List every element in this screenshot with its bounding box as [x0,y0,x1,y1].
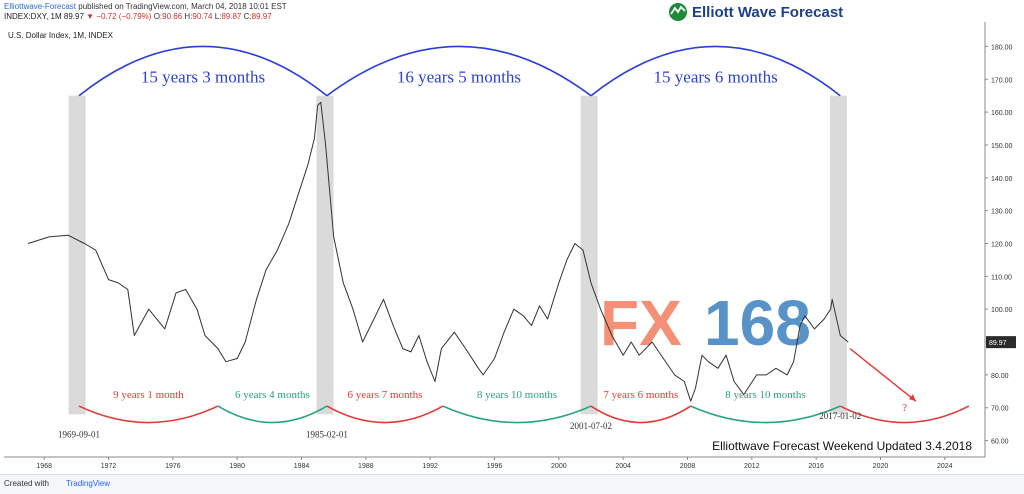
created-with-label: Created with [4,479,49,488]
close-value: 89.97 [251,12,272,21]
x-tick-label-12: 2012 [744,463,760,470]
x-tick-label-13: 2016 [808,463,824,470]
cycle-arc-bottom-5 [590,405,692,424]
close-label: C: [243,12,252,21]
x-tick-label-14: 2020 [873,463,889,470]
projection-arrowhead [908,394,916,402]
x-tick-label-15: 2024 [937,463,953,470]
date-label-3: 2001-07-02 [570,421,612,431]
dxy-price-line [27,101,849,402]
x-tick-label-7: 1992 [422,463,438,470]
x-tick-label-10: 2004 [615,463,631,470]
y-tick-label-7: 120.00 [991,242,1013,249]
x-tick-label-8: 1996 [487,463,503,470]
y-tick-label-5: 100.00 [991,307,1013,314]
projection-arrow-line [849,348,917,402]
watermark-fx: FX [600,287,682,359]
cycle-label-bottom-4: 8 years 10 months [477,389,557,401]
fx168-watermark: FX 168 [600,287,811,359]
x-tick-label-6: 1988 [358,463,374,470]
y-tick-label-12: 170.00 [991,77,1013,84]
x-tick-label-2: 1972 [101,463,117,470]
cycle-arc-top-3 [590,45,841,97]
chart-title: U.S. Dollar Index, 1M, INDEX [8,31,114,40]
cycle-label-top-2: 16 years 5 months [397,68,521,87]
publisher-link[interactable]: Elliottwave-Forecast [4,2,77,11]
cycle-arc-bottom-2 [217,405,328,424]
last-price: 89.97 [63,12,84,21]
cycle-arc-top-2 [326,45,592,97]
y-tick-label-6: 110.00 [991,274,1012,281]
published-text: published on TradingView.com, March 04, … [78,2,287,11]
y-tick-label-2: 70.00 [991,406,1009,413]
watermark-168: 168 [704,287,811,359]
brand-logo: Elliott Wave Forecast [668,2,843,22]
x-tick-label-9: 2000 [551,463,567,470]
logo-text: Elliott Wave Forecast [692,3,844,21]
shaded-period-4 [829,95,847,415]
last-price-tag [986,336,1016,349]
footer-bar: Created with TradingView [0,474,1024,494]
y-tick-label-11: 160.00 [991,110,1013,117]
cycle-arc-bottom-6 [690,405,841,424]
cycle-arc-bottom-3 [326,405,444,424]
y-tick-label-3: 80.00 [991,373,1009,380]
symbol-name: INDEX:DXY, 1M [4,12,62,21]
y-tick-label-8: 130.00 [991,209,1013,216]
date-label-1: 1969-09-01 [58,429,100,439]
high-label: H: [184,12,193,21]
x-tick-label-11: 2008 [680,463,696,470]
low-label: L: [214,12,222,21]
down-arrow-icon: ▼ [86,12,95,21]
price-change: −0.72 (−0.79%) [96,12,152,21]
cycle-arc-bottom-7 [839,405,970,424]
tradingview-link[interactable]: TradingView [66,479,111,488]
low-value: 89.87 [221,12,242,21]
update-annotation: Elliottwave Forecast Weekend Updated 3.4… [712,439,972,453]
cycle-label-bottom-5: 7 years 6 months [603,389,678,401]
cycle-arc-bottom-4 [442,405,592,424]
y-tick-label-13: 180.00 [991,44,1013,51]
x-tick-label-3: 1976 [165,463,181,470]
x-tick-label-1: 1968 [36,463,52,470]
y-tick-label-9: 140.00 [991,176,1013,183]
shaded-period-1 [68,95,86,415]
y-tick-label-10: 150.00 [991,143,1013,150]
publish-info: Elliottwave-Forecast published on Tradin… [4,2,287,11]
cycle-label-bottom-3: 6 years 7 months [348,389,423,401]
open-label: O: [153,12,163,21]
ewf-globe-logo-icon [669,3,687,21]
cycle-label-top-1: 15 years 3 months [141,68,265,87]
last-price-tag-label: 89.97 [989,340,1007,347]
cycle-label-bottom-2: 6 years 4 months [235,389,310,401]
shaded-period-2 [316,95,334,415]
dxy-chart[interactable]: FX 168 15 years 3 months 16 years 5 months… [0,0,1024,474]
cycle-arc-bottom-1 [78,405,219,424]
high-value: 90.74 [192,12,213,21]
cycle-arc-top-1 [78,45,328,97]
date-label-2: 1985-02-01 [306,429,348,439]
y-tick-label-1: 60.00 [991,439,1009,446]
cycle-label-bottom-6: 8 years 10 months [725,389,805,401]
shaded-period-3 [580,95,598,415]
x-tick-label-5: 1984 [294,463,310,470]
cycle-label-bottom-7: ? [902,402,907,414]
cycle-label-bottom-1: 9 years 1 month [113,389,184,401]
open-value: 90.66 [162,12,183,21]
x-tick-label-4: 1980 [229,463,245,470]
cycle-label-top-3: 15 years 6 months [654,68,778,87]
symbol-line: INDEX:DXY, 1M 89.97 ▼ −0.72 (−0.79%) O:9… [4,12,272,21]
date-label-4: 2017-01-02 [819,411,861,421]
